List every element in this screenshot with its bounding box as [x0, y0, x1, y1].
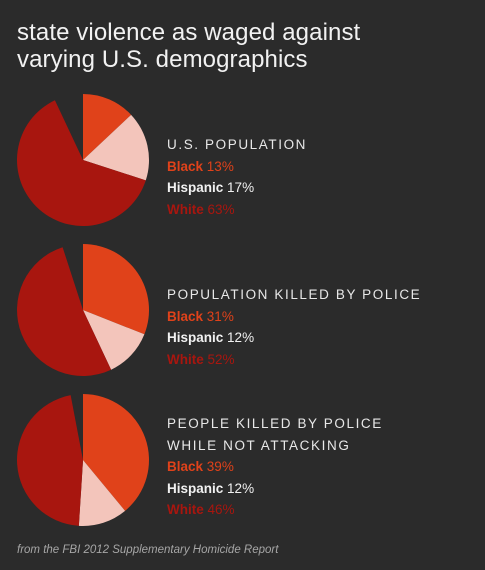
legend-white: White 63%: [167, 199, 467, 221]
legend-hispanic-value: 12%: [227, 330, 255, 345]
pie-slice-black: [83, 94, 132, 160]
chart-title: state violence as waged against varying …: [17, 19, 467, 73]
title-line-2: varying U.S. demographics: [17, 46, 308, 73]
legend-black-label: Black: [167, 308, 204, 324]
pie-slice-hispanic: [78, 460, 126, 526]
legend-white: White 52%: [167, 349, 467, 371]
legend-black-value: 13%: [206, 158, 234, 174]
legend-hispanic-value: 17%: [227, 180, 255, 195]
legend-hispanic: Hispanic 17%: [167, 177, 467, 199]
legend-hispanic-value: 12%: [227, 480, 255, 496]
legend-hispanic: Hispanic 12%: [167, 327, 467, 349]
legend-white-label: White: [167, 201, 204, 217]
pie-slice-hispanic: [83, 310, 145, 370]
legend-white-label: White: [167, 351, 204, 367]
legend-hispanic-label: Hispanic: [167, 180, 224, 195]
title-line-1: state violence as waged against: [17, 19, 361, 46]
legend-white: White 46%: [167, 499, 437, 521]
legend-white-value: 63%: [207, 201, 235, 217]
legend-white-label: White: [167, 502, 204, 517]
legend-black-label: Black: [167, 459, 204, 474]
pie-title-killed-by-police: POPULATION KILLED BY POLICE: [167, 287, 422, 302]
pie-slice-white: [17, 395, 83, 526]
legend-black-value: 31%: [206, 308, 234, 324]
legend-us-population: U.S. POPULATION Black 13% Hispanic 17% W…: [167, 134, 467, 220]
pie-slice-black: [83, 244, 150, 335]
pie-slice-white: [17, 247, 112, 376]
pie-killed-while-not-attacking: [17, 394, 149, 526]
legend-killed-by-police: POPULATION KILLED BY POLICE Black 31% Hi…: [167, 284, 467, 370]
pie-title-killed-while-not-attacking: PEOPLE KILLED BY POLICE WHILE NOT ATTACK…: [167, 416, 383, 453]
legend-white-value: 52%: [207, 351, 235, 367]
legend-killed-while-not-attacking: PEOPLE KILLED BY POLICE WHILE NOT ATTACK…: [167, 413, 437, 521]
pie-slice-black: [83, 394, 149, 511]
legend-black: Black 31%: [167, 306, 467, 328]
legend-black: Black 39%: [167, 456, 437, 478]
pie-us-population: [17, 94, 150, 226]
legend-black-label: Black: [167, 158, 204, 174]
source-note: from the FBI 2012 Supplementary Homicide…: [17, 544, 279, 556]
pie-slice-hispanic: [83, 114, 150, 181]
pie-slice-white: [17, 100, 146, 226]
legend-white-value: 46%: [207, 502, 235, 517]
legend-black: Black 13%: [167, 156, 467, 178]
legend-hispanic-label: Hispanic: [167, 480, 224, 496]
pie-title-us-population: U.S. POPULATION: [167, 137, 308, 152]
legend-hispanic: Hispanic 12%: [167, 478, 437, 500]
legend-black-value: 39%: [206, 459, 234, 474]
pie-killed-by-police: [17, 244, 150, 376]
legend-hispanic-label: Hispanic: [167, 330, 224, 345]
